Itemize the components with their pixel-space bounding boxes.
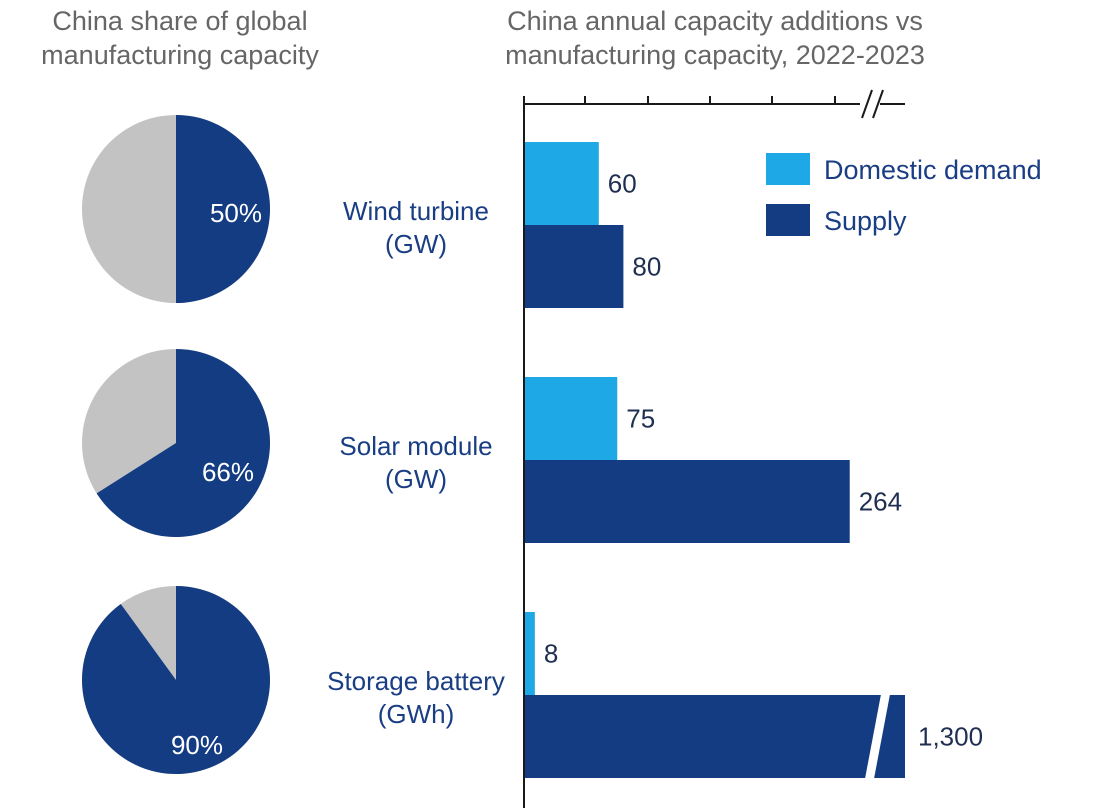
bar-supply — [525, 460, 850, 543]
bar-value-label: 1,300 — [918, 722, 983, 752]
pie-percent-label: 50% — [210, 198, 262, 228]
legend-swatch — [766, 204, 810, 236]
category-label: Storage battery — [327, 666, 505, 696]
category-label: Solar module — [339, 431, 492, 461]
bar-domestic-demand — [525, 612, 535, 695]
axis-break-mark — [861, 89, 873, 119]
bar-break-gap — [864, 689, 891, 784]
legend-swatch — [766, 153, 810, 185]
category-unit-label: (GW) — [385, 229, 447, 259]
pie-china-slice — [81, 586, 270, 774]
category-unit-label: (GWh) — [378, 699, 455, 729]
bar-domestic-demand — [525, 142, 599, 225]
pie-percent-label: 90% — [171, 730, 223, 760]
bar-chart-title: China annual capacity additions vs manuf… — [505, 6, 925, 70]
pie-china-slice — [96, 349, 270, 538]
pie-percent-label: 66% — [202, 457, 254, 487]
legend-label: Domestic demand — [824, 155, 1042, 185]
bar-domestic-demand — [525, 377, 618, 460]
pie-china-slice — [176, 115, 270, 303]
bar-value-label: 264 — [859, 487, 902, 517]
legend-label: Supply — [824, 206, 907, 236]
bar-value-label: 8 — [544, 639, 558, 669]
category-label: Wind turbine — [343, 196, 489, 226]
axis-break-mark — [872, 89, 884, 119]
category-unit-label: (GW) — [385, 464, 447, 494]
bar-supply — [525, 225, 624, 308]
bar-value-label: 80 — [632, 252, 661, 282]
bar-supply — [525, 695, 905, 778]
bar-value-label: 60 — [608, 169, 637, 199]
bar-value-label: 75 — [626, 404, 655, 434]
pie-chart-title: China share of global manufacturing capa… — [41, 6, 319, 70]
